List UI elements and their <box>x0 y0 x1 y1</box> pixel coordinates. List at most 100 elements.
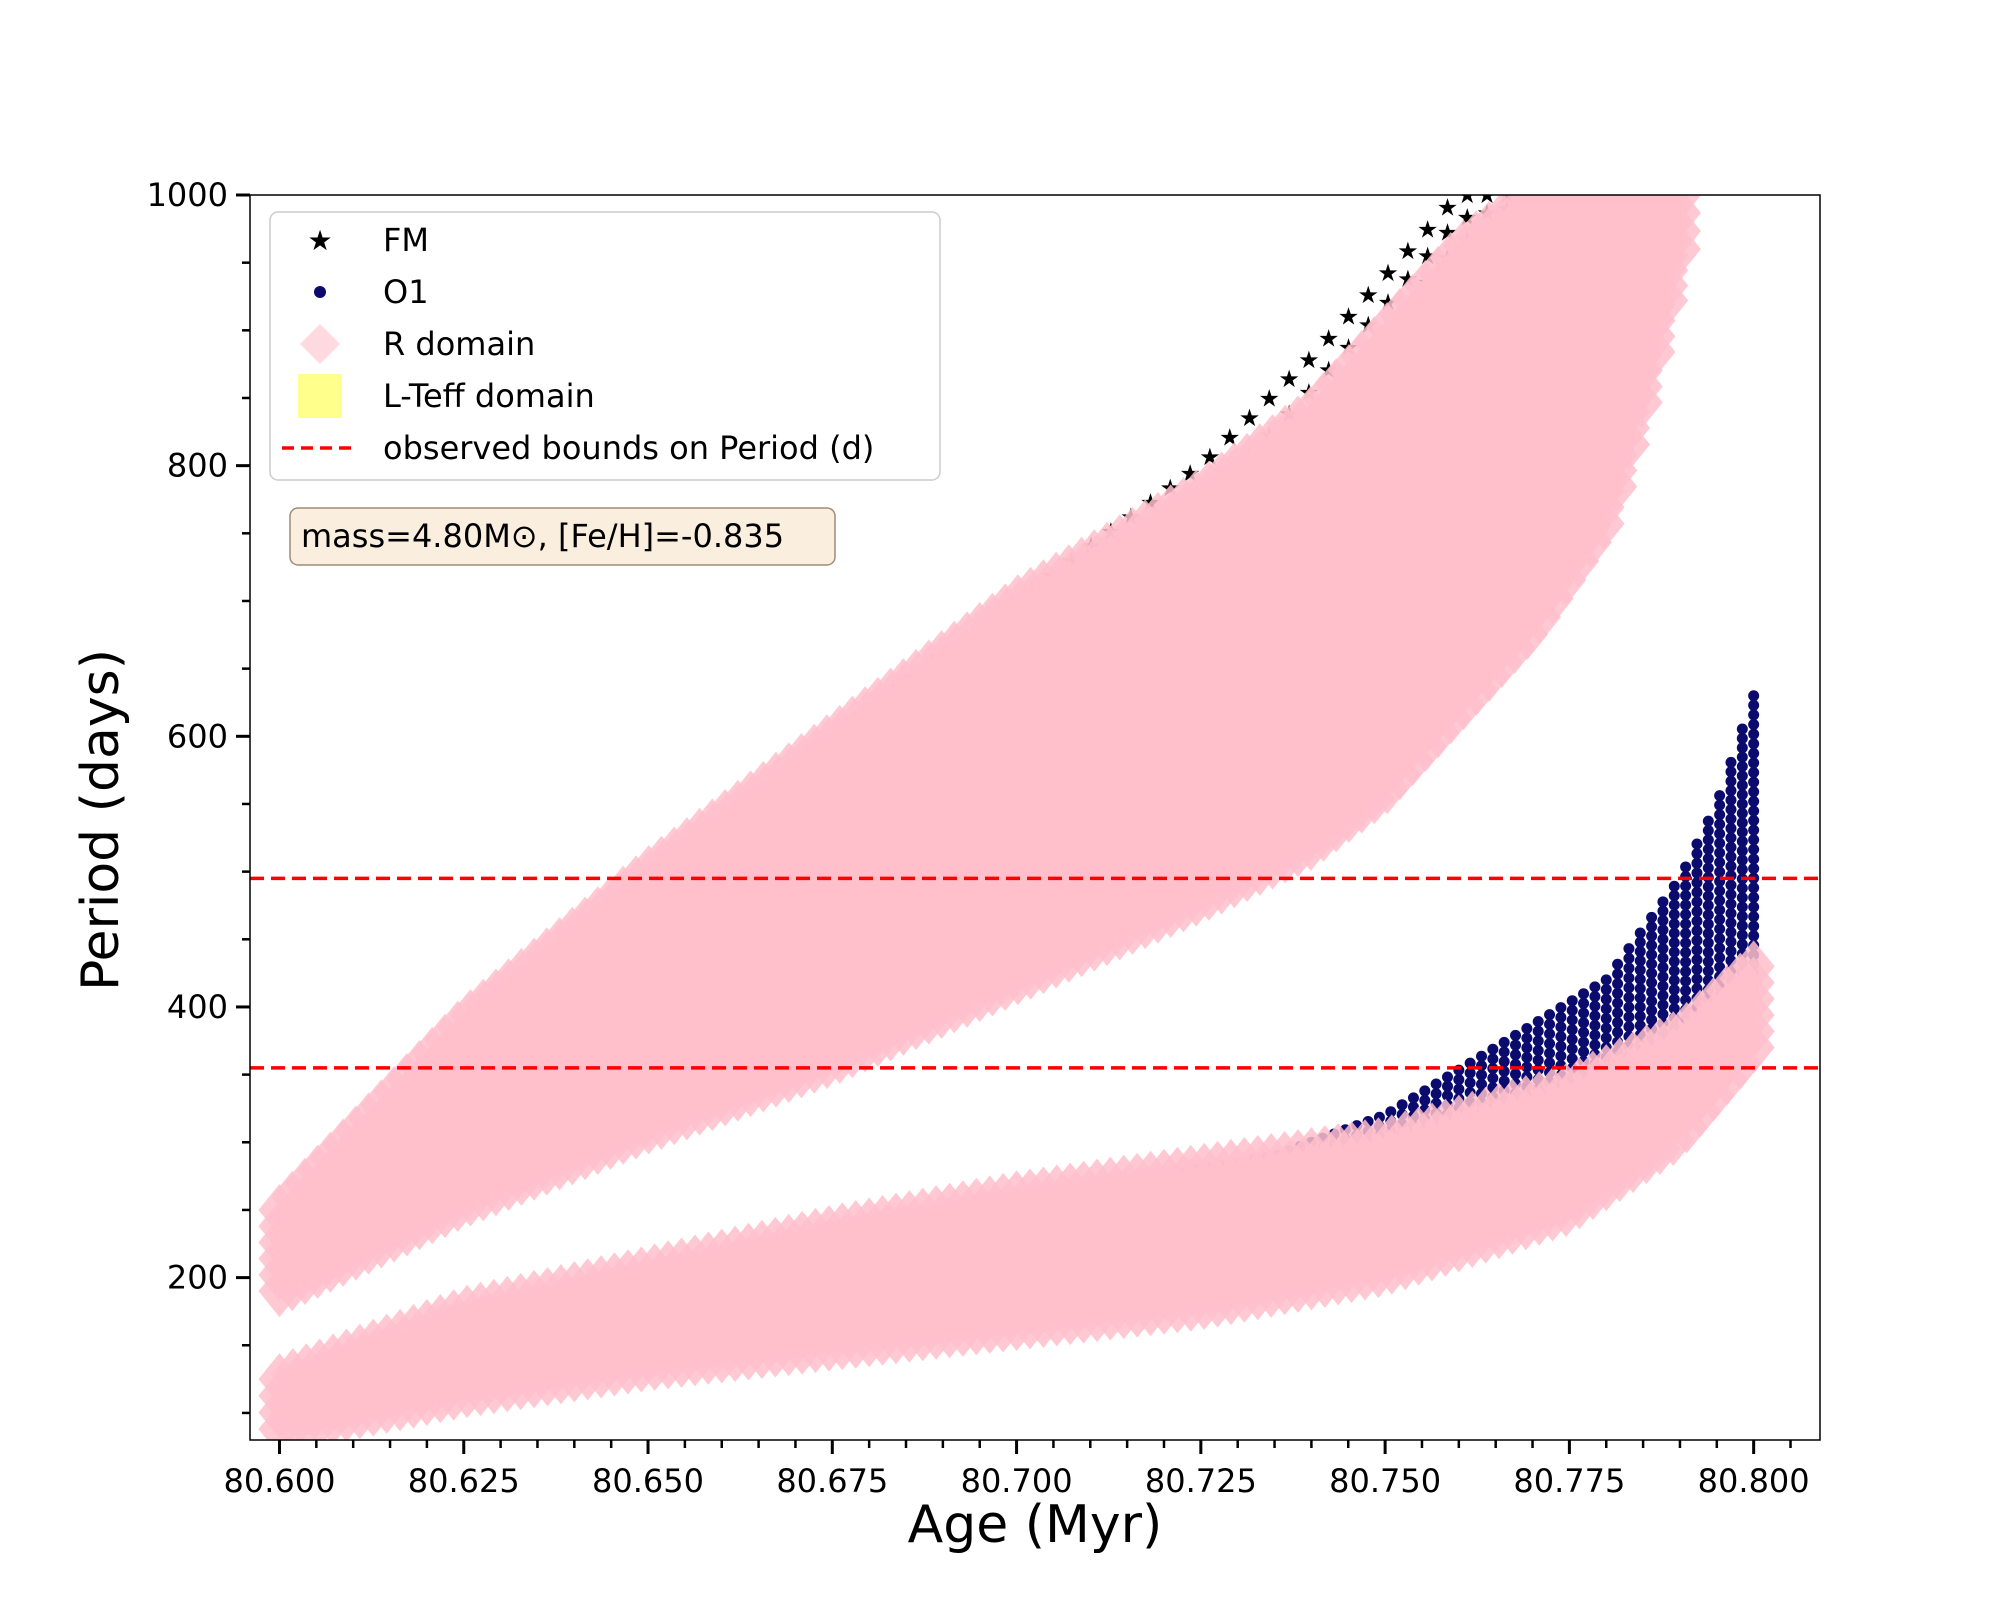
o1-point <box>1521 1061 1533 1073</box>
o1-point <box>1725 813 1737 825</box>
o1-point <box>1736 892 1748 904</box>
o1-point <box>1691 838 1703 850</box>
o1-point <box>1736 732 1748 744</box>
o1-point <box>1714 933 1726 945</box>
o1-point <box>1487 1072 1499 1084</box>
o1-point <box>1748 709 1760 721</box>
o1-point <box>1646 939 1658 951</box>
o1-point <box>1748 853 1760 865</box>
o1-point <box>1725 936 1737 948</box>
o1-point <box>1668 993 1680 1005</box>
o1-point <box>1578 1026 1590 1038</box>
o1-point <box>1680 937 1692 949</box>
o1-point <box>1748 699 1760 711</box>
o1-point <box>1714 818 1726 830</box>
x-tick-label: 80.625 <box>408 1462 520 1500</box>
o1-point <box>1385 1106 1397 1118</box>
o1-point <box>1736 864 1748 876</box>
o1-point <box>1464 1067 1476 1079</box>
o1-point <box>1657 990 1669 1002</box>
o1-point <box>1748 901 1760 913</box>
o1-point <box>1634 983 1646 995</box>
o1-point <box>1736 938 1748 950</box>
o1-point <box>1396 1099 1408 1111</box>
o1-point <box>1453 1083 1465 1095</box>
o1-point <box>1510 1068 1522 1080</box>
o1-point <box>1668 946 1680 958</box>
o1-point <box>1668 956 1680 968</box>
o1-point <box>1725 889 1737 901</box>
x-tick-label: 80.700 <box>961 1462 1073 1500</box>
o1-point <box>1589 1029 1601 1041</box>
o1-point <box>1589 1039 1601 1051</box>
o1-point <box>1453 1074 1465 1086</box>
o1-point <box>1702 843 1714 855</box>
o1-point <box>1691 886 1703 898</box>
y-tick-label: 800 <box>167 447 228 485</box>
o1-point <box>1714 961 1726 973</box>
r-domain-point <box>1658 195 1701 221</box>
fm-point: ★ <box>1397 237 1419 265</box>
o1-point <box>1566 1053 1578 1065</box>
o1-point <box>1725 794 1737 806</box>
o1-point <box>1623 991 1635 1003</box>
o1-point <box>1623 1001 1635 1013</box>
o1-point <box>1736 854 1748 866</box>
o1-point <box>1407 1092 1419 1104</box>
o1-point <box>1748 795 1760 807</box>
o1-point <box>1736 798 1748 810</box>
o1-point <box>1441 1071 1453 1083</box>
o1-point <box>1657 915 1669 927</box>
o1-point <box>1555 1021 1567 1033</box>
fm-point: ★ <box>1417 215 1439 243</box>
o1-point <box>1646 1014 1658 1026</box>
x-tick-label: 80.750 <box>1329 1462 1441 1500</box>
o1-point <box>1668 1003 1680 1015</box>
o1-point <box>1657 952 1669 964</box>
o1-point <box>1646 977 1658 989</box>
o1-point <box>1725 898 1737 910</box>
o1-point <box>1589 981 1601 993</box>
legend-label: observed bounds on Period (d) <box>383 429 874 467</box>
o1-point <box>1680 985 1692 997</box>
o1-point <box>1748 824 1760 836</box>
o1-point <box>1725 907 1737 919</box>
o1-point <box>1521 1032 1533 1044</box>
o1-point <box>1680 889 1692 901</box>
o1-point <box>1623 982 1635 994</box>
y-tick-label: 1000 <box>147 176 228 214</box>
r-domain-o1-band <box>258 940 1775 1440</box>
legend-label: O1 <box>383 273 429 311</box>
o1-point <box>1623 1011 1635 1023</box>
o1-point <box>1578 1017 1590 1029</box>
r-domain-point <box>1732 940 1775 993</box>
axes: 80.600 80.625 80.650 80.675 80.700 80.725 80.7… <box>147 176 1810 1500</box>
legend: ★ FM O1 R domain L-Teff domain observed bound… <box>269 211 941 481</box>
o1-point <box>1702 825 1714 837</box>
o1-point <box>1702 918 1714 930</box>
o1-point <box>1680 947 1692 959</box>
o1-point <box>1555 1002 1567 1014</box>
x-tick-label: 80.775 <box>1513 1462 1625 1500</box>
fm-point: ★ <box>1437 194 1459 222</box>
o1-point <box>1634 927 1646 939</box>
o1-point <box>1555 1050 1567 1062</box>
o1-point <box>1566 1043 1578 1055</box>
o1-point <box>1725 851 1737 863</box>
y-axis-title: Period (days) <box>71 649 131 991</box>
o1-point <box>1725 945 1737 957</box>
o1-point <box>1725 841 1737 853</box>
o1-point <box>1668 918 1680 930</box>
o1-point <box>1487 1043 1499 1055</box>
o1-point <box>1714 914 1726 926</box>
o1-point <box>1691 973 1703 985</box>
o1-point <box>1600 1032 1612 1044</box>
o1-point <box>1566 995 1578 1007</box>
o1-point <box>1532 1016 1544 1028</box>
o1-point <box>1714 799 1726 811</box>
y-tick-label: 600 <box>167 717 228 755</box>
r-domain-fm-band <box>258 195 1701 1318</box>
o1-point <box>1691 915 1703 927</box>
o1-point <box>1748 843 1760 855</box>
o1-point <box>1441 1090 1453 1102</box>
